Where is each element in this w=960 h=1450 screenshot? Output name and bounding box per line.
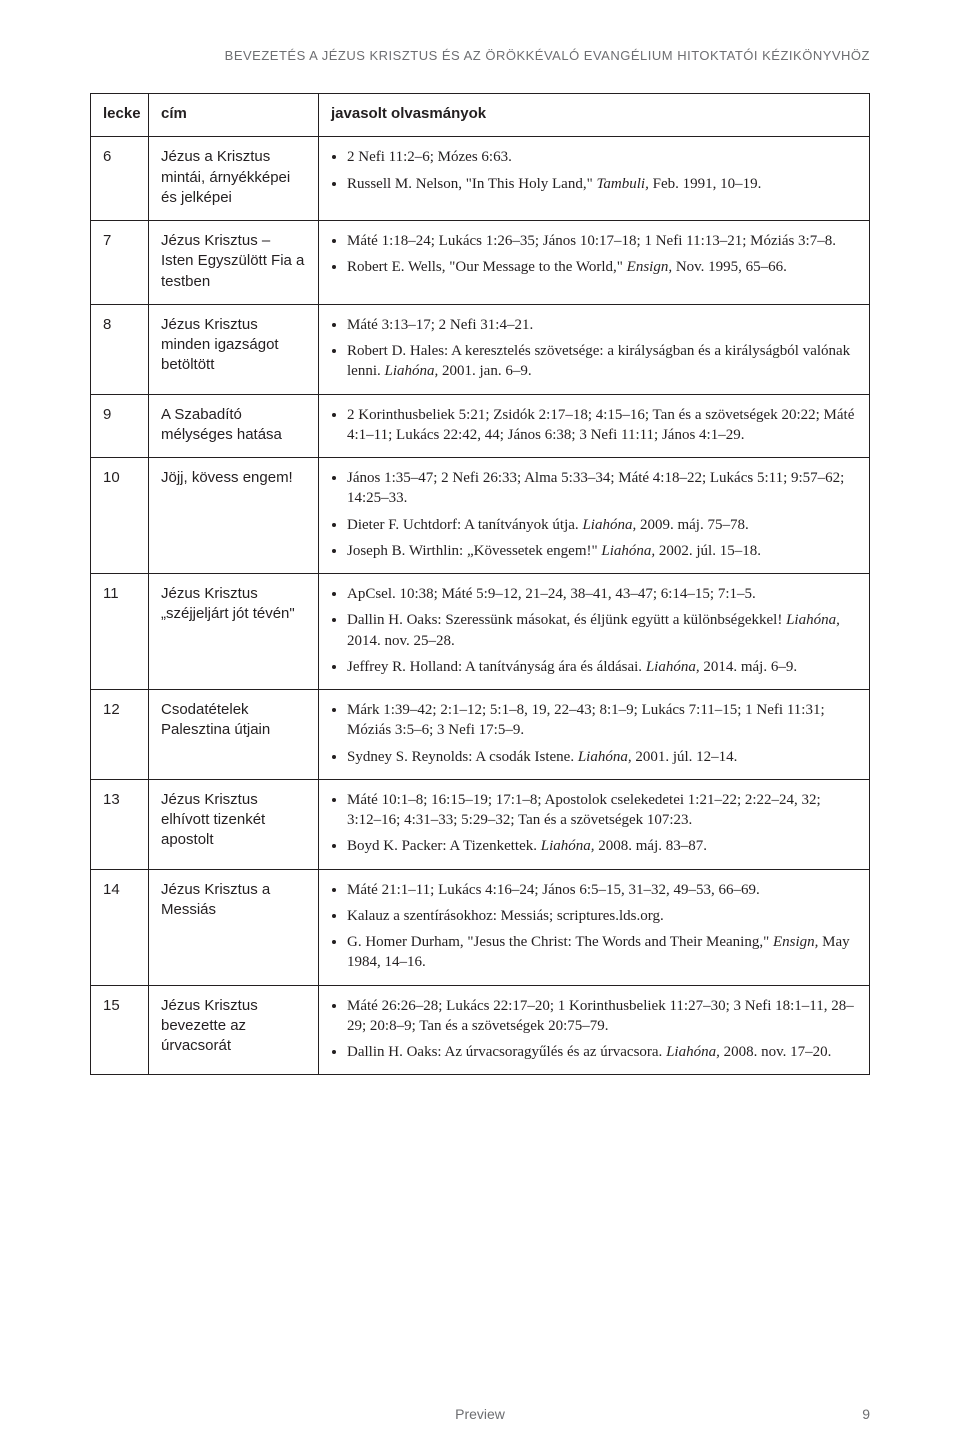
reading-item: Jeffrey R. Holland: A tanítványság ára é… (347, 657, 857, 677)
page: BEVEZETÉS A JÉZUS KRISZTUS ÉS AZ ÖRÖKKÉV… (0, 0, 960, 1450)
readings-list: Máté 10:1–8; 16:15–19; 17:1–8; Apostolok… (331, 790, 857, 857)
table-row: 14Jézus Krisztus a Messiás Máté 21:1–11; … (91, 869, 870, 985)
lesson-number: 13 (91, 779, 149, 869)
footer-preview: Preview (455, 1406, 505, 1422)
lesson-readings: Márk 1:39–42; 2:1–12; 5:1–8, 19, 22–43; … (319, 690, 870, 780)
reading-item: 2 Korinthusbeliek 5:21; Zsidók 2:17–18; … (347, 405, 857, 446)
readings-list: ApCsel. 10:38; Máté 5:9–12, 21–24, 38–41… (331, 584, 857, 677)
table-row: 15Jézus Krisztus bevezette az úrvacsorát… (91, 985, 870, 1075)
lesson-readings: Máté 21:1–11; Lukács 4:16–24; János 6:5–… (319, 869, 870, 985)
reading-item: G. Homer Durham, "Jesus the Christ: The … (347, 932, 857, 973)
lesson-number: 11 (91, 574, 149, 690)
lesson-title: Csodatételek Palesztina útjain (149, 690, 319, 780)
lesson-title: Jézus Krisztus a Messiás (149, 869, 319, 985)
readings-list: János 1:35–47; 2 Nefi 26:33; Alma 5:33–3… (331, 468, 857, 561)
col-header-lecke: lecke (91, 94, 149, 137)
lesson-number: 15 (91, 985, 149, 1075)
lesson-title: Jézus Krisztus bevezette az úrvacsorát (149, 985, 319, 1075)
lesson-readings: János 1:35–47; 2 Nefi 26:33; Alma 5:33–3… (319, 458, 870, 574)
readings-list: Máté 1:18–24; Lukács 1:26–35; János 10:1… (331, 231, 857, 278)
reading-item: Robert D. Hales: A keresztelés szövetség… (347, 341, 857, 382)
reading-item: Máté 3:13–17; 2 Nefi 31:4–21. (347, 315, 857, 335)
reading-item: Máté 10:1–8; 16:15–19; 17:1–8; Apostolok… (347, 790, 857, 831)
lesson-title: Jézus Krisztus minden igazságot betöltöt… (149, 304, 319, 394)
reading-item: Sydney S. Reynolds: A csodák Istene. Lia… (347, 747, 857, 767)
table-row: 13Jézus Krisztus elhívott tizenkét apost… (91, 779, 870, 869)
reading-item: Joseph B. Wirthlin: „Kövessetek engem!" … (347, 541, 857, 561)
footer-page-number: 9 (862, 1406, 870, 1422)
reading-item: Máté 1:18–24; Lukács 1:26–35; János 10:1… (347, 231, 857, 251)
table-row: 9A Szabadító mélységes hatása 2 Korinthus… (91, 394, 870, 458)
col-header-cim: cím (149, 94, 319, 137)
lesson-number: 8 (91, 304, 149, 394)
lesson-readings: 2 Korinthusbeliek 5:21; Zsidók 2:17–18; … (319, 394, 870, 458)
lesson-readings: 2 Nefi 11:2–6; Mózes 6:63. Russell M. Nel… (319, 137, 870, 221)
readings-table: lecke cím javasolt olvasmányok 6Jézus a … (90, 93, 870, 1075)
readings-list: Máté 26:26–28; Lukács 22:17–20; 1 Korint… (331, 996, 857, 1063)
lesson-number: 10 (91, 458, 149, 574)
page-footer: Preview 9 (90, 1406, 870, 1422)
lesson-title: Jézus Krisztus – Isten Egyszülött Fia a … (149, 221, 319, 305)
readings-list: 2 Nefi 11:2–6; Mózes 6:63. Russell M. Nel… (331, 147, 857, 194)
reading-item: 2 Nefi 11:2–6; Mózes 6:63. (347, 147, 857, 167)
lesson-number: 9 (91, 394, 149, 458)
lesson-title: Jöjj, kövess engem! (149, 458, 319, 574)
lesson-number: 7 (91, 221, 149, 305)
reading-item: Dallin H. Oaks: Az úrvacsoragyűlés és az… (347, 1042, 857, 1062)
lesson-title: Jézus a Krisztus mintái, árnyékképei és … (149, 137, 319, 221)
reading-item: Robert E. Wells, "Our Message to the Wor… (347, 257, 857, 277)
running-head: BEVEZETÉS A JÉZUS KRISZTUS ÉS AZ ÖRÖKKÉV… (90, 48, 870, 63)
table-row: 12Csodatételek Palesztina útjain Márk 1:3… (91, 690, 870, 780)
table-row: 6Jézus a Krisztus mintái, árnyékképei és… (91, 137, 870, 221)
reading-item: Russell M. Nelson, "In This Holy Land," … (347, 174, 857, 194)
table-row: 11Jézus Krisztus „széjjeljárt jót tévén"… (91, 574, 870, 690)
lesson-readings: Máté 10:1–8; 16:15–19; 17:1–8; Apostolok… (319, 779, 870, 869)
reading-item: Kalauz a szentírásokhoz: Messiás; script… (347, 906, 857, 926)
readings-list: Máté 3:13–17; 2 Nefi 31:4–21. Robert D. H… (331, 315, 857, 382)
reading-item: Máté 21:1–11; Lukács 4:16–24; János 6:5–… (347, 880, 857, 900)
reading-item: Márk 1:39–42; 2:1–12; 5:1–8, 19, 22–43; … (347, 700, 857, 741)
reading-item: Máté 26:26–28; Lukács 22:17–20; 1 Korint… (347, 996, 857, 1037)
lesson-number: 6 (91, 137, 149, 221)
table-row: 7Jézus Krisztus – Isten Egyszülött Fia a… (91, 221, 870, 305)
table-header-row: lecke cím javasolt olvasmányok (91, 94, 870, 137)
lesson-readings: Máté 26:26–28; Lukács 22:17–20; 1 Korint… (319, 985, 870, 1075)
col-header-javasolt: javasolt olvasmányok (319, 94, 870, 137)
lesson-title: Jézus Krisztus „széjjeljárt jót tévén" (149, 574, 319, 690)
reading-item: Dallin H. Oaks: Szeressünk másokat, és é… (347, 610, 857, 651)
reading-item: János 1:35–47; 2 Nefi 26:33; Alma 5:33–3… (347, 468, 857, 509)
lesson-title: A Szabadító mélységes hatása (149, 394, 319, 458)
reading-item: ApCsel. 10:38; Máté 5:9–12, 21–24, 38–41… (347, 584, 857, 604)
reading-item: Boyd K. Packer: A Tizenkettek. Liahóna, … (347, 836, 857, 856)
lesson-title: Jézus Krisztus elhívott tizenkét apostol… (149, 779, 319, 869)
lesson-readings: Máté 1:18–24; Lukács 1:26–35; János 10:1… (319, 221, 870, 305)
readings-list: 2 Korinthusbeliek 5:21; Zsidók 2:17–18; … (331, 405, 857, 446)
lesson-number: 12 (91, 690, 149, 780)
readings-list: Márk 1:39–42; 2:1–12; 5:1–8, 19, 22–43; … (331, 700, 857, 767)
table-row: 10Jöjj, kövess engem! János 1:35–47; 2 Ne… (91, 458, 870, 574)
lesson-readings: Máté 3:13–17; 2 Nefi 31:4–21. Robert D. H… (319, 304, 870, 394)
reading-item: Dieter F. Uchtdorf: A tanítványok útja. … (347, 515, 857, 535)
lesson-number: 14 (91, 869, 149, 985)
table-row: 8Jézus Krisztus minden igazságot betöltö… (91, 304, 870, 394)
lesson-readings: ApCsel. 10:38; Máté 5:9–12, 21–24, 38–41… (319, 574, 870, 690)
readings-list: Máté 21:1–11; Lukács 4:16–24; János 6:5–… (331, 880, 857, 973)
